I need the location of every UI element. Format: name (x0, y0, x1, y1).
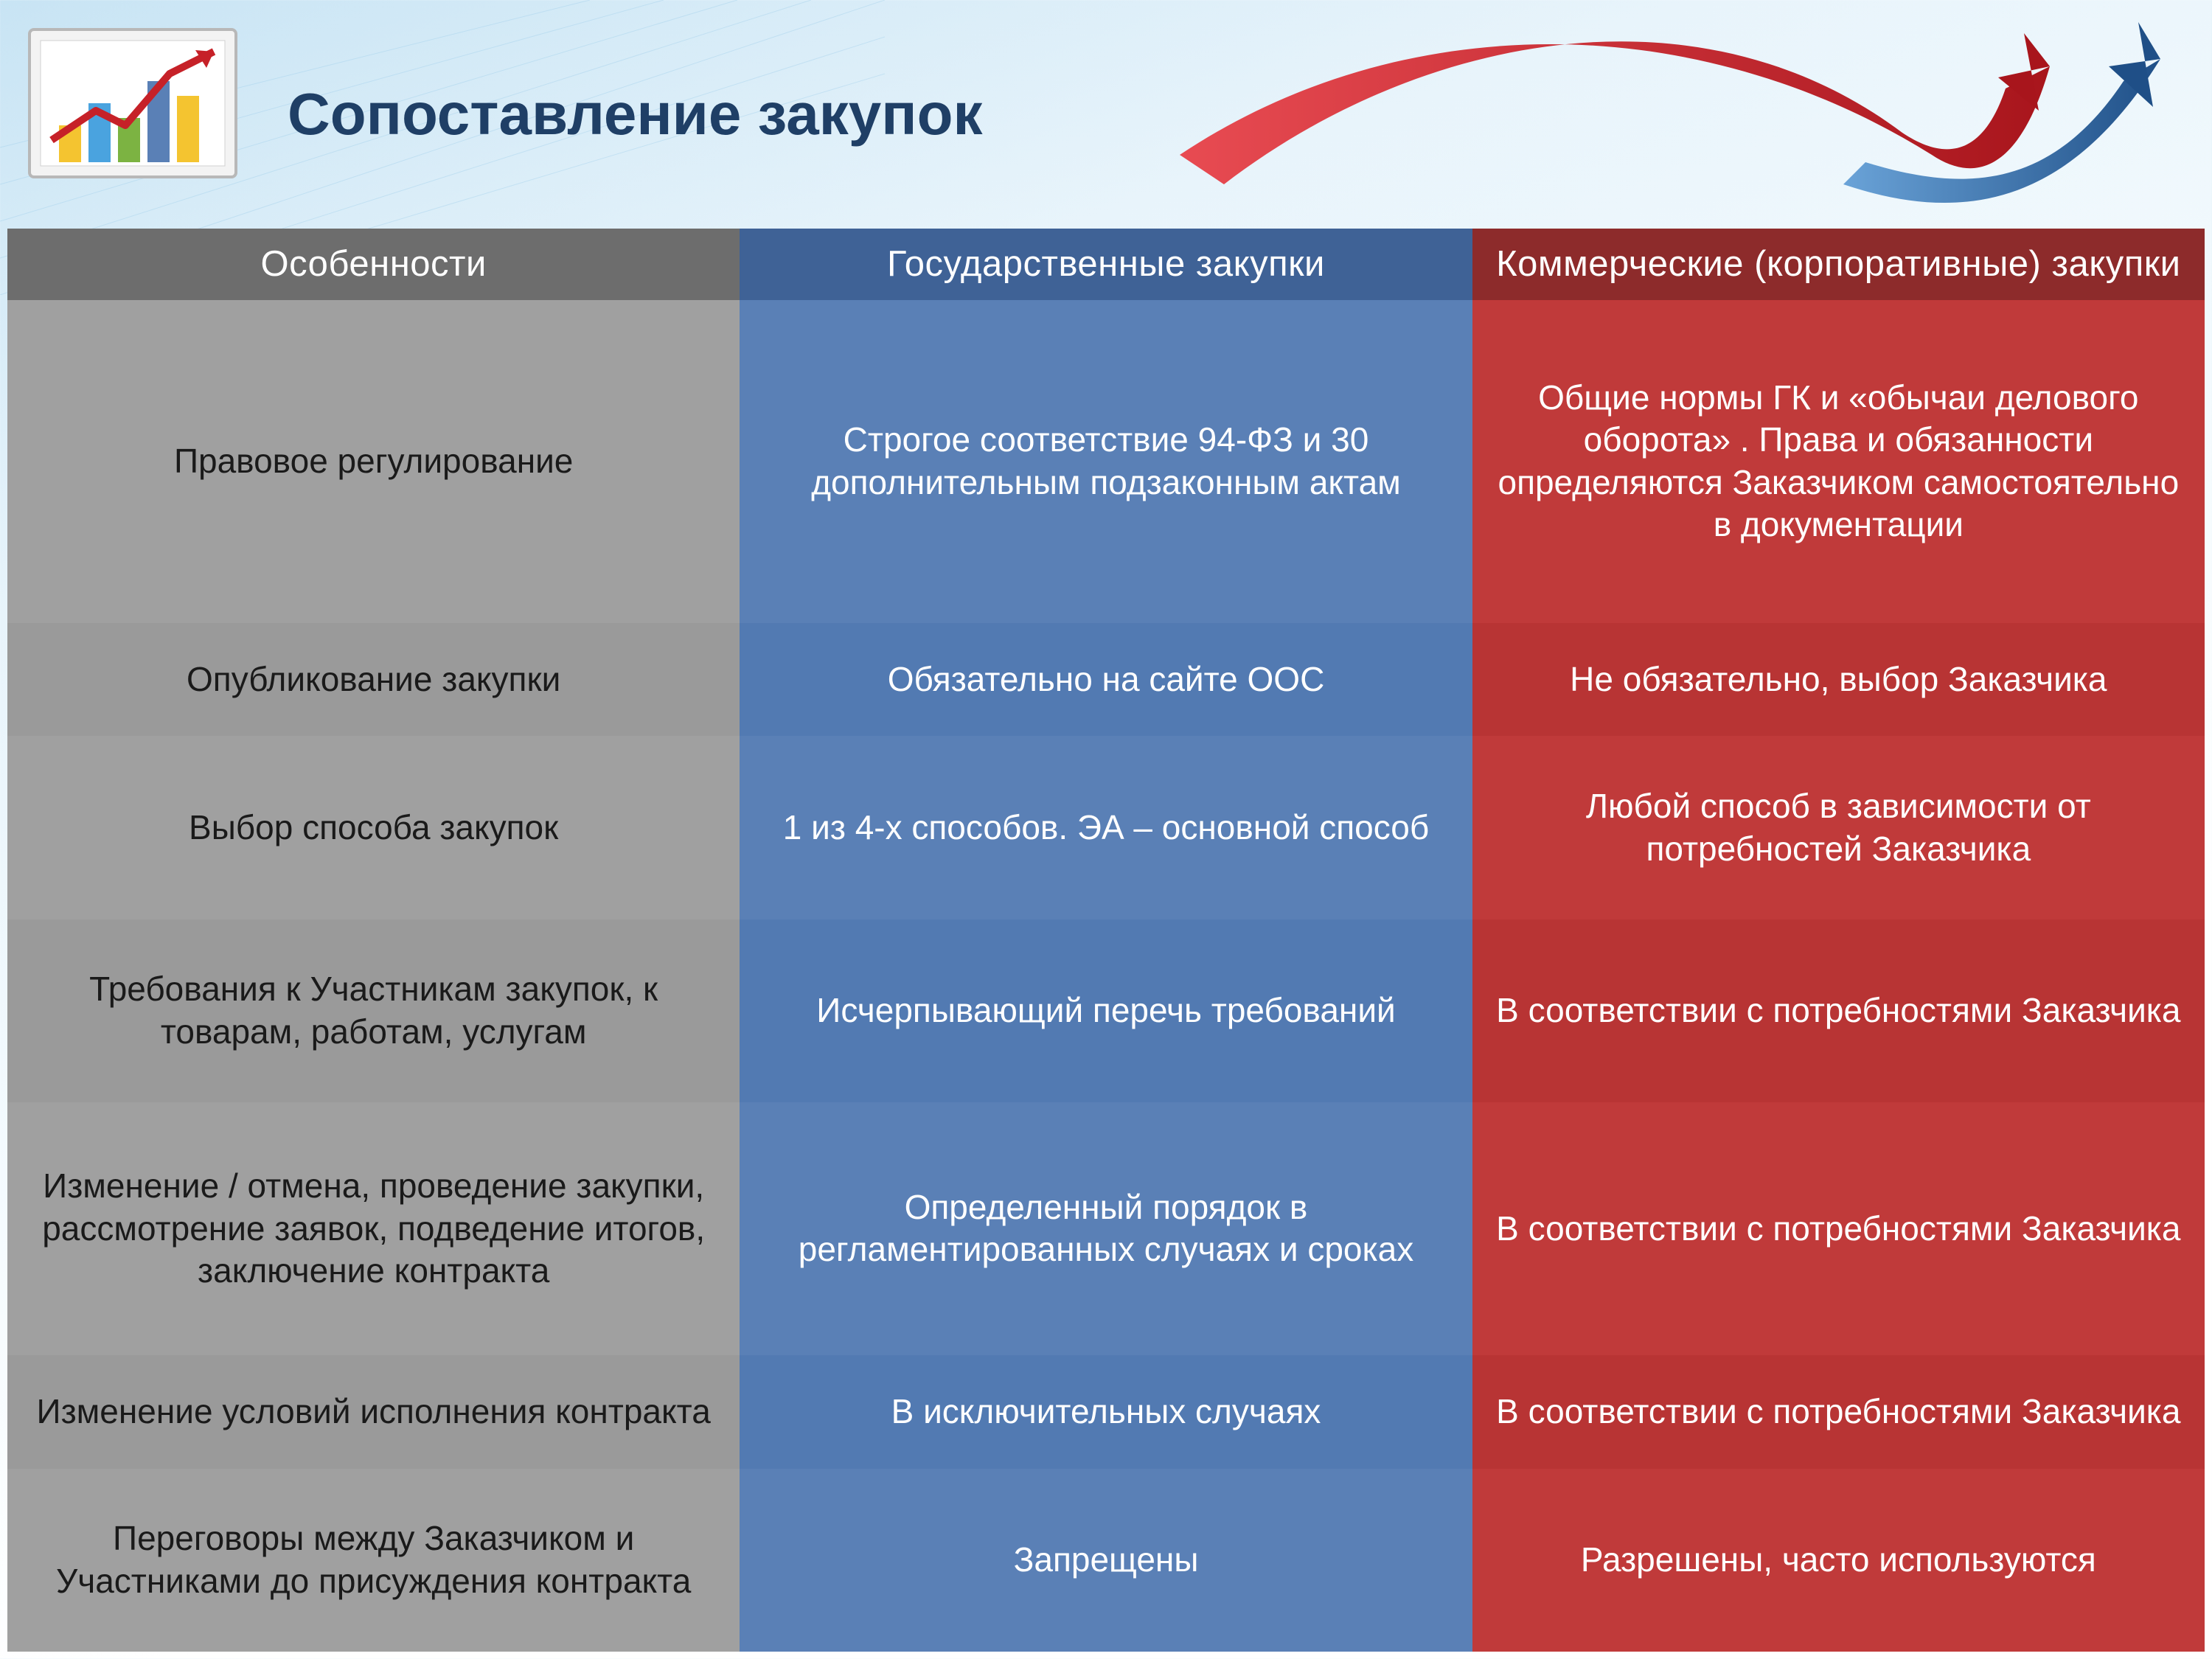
feature-cell: Изменение условий исполнения контракта (7, 1355, 740, 1469)
slide-header: Сопоставление закупок (0, 0, 2212, 229)
comm-cell: Любой способ в зависимости от потребност… (1472, 736, 2205, 919)
feature-cell: Переговоры между Заказчиком и Участникам… (7, 1469, 740, 1652)
table-row: Переговоры между Заказчиком и Участникам… (7, 1469, 2205, 1652)
table-body: Правовое регулирование Строгое соответст… (7, 300, 2205, 1652)
gov-cell: Запрещены (740, 1469, 1472, 1652)
slide-title: Сопоставление закупок (288, 80, 983, 148)
table-row: Опубликование закупки Обязательно на сай… (7, 623, 2205, 737)
comm-cell: Не обязательно, выбор Заказчика (1472, 623, 2205, 737)
column-header-features: Особенности (7, 229, 740, 300)
gov-cell: Строгое соответствие 94-ФЗ и 30 дополнит… (740, 300, 1472, 622)
gov-cell: В исключительных случаях (740, 1355, 1472, 1469)
feature-cell: Требования к Участникам закупок, к товар… (7, 919, 740, 1102)
comm-cell: Разрешены, часто используются (1472, 1469, 2205, 1652)
bar-chart-icon (22, 22, 243, 184)
table-row: Правовое регулирование Строгое соответст… (7, 300, 2205, 622)
feature-cell: Выбор способа закупок (7, 736, 740, 919)
column-header-government: Государственные закупки (740, 229, 1472, 300)
feature-cell: Изменение / отмена, проведение закупки, … (7, 1102, 740, 1355)
comm-cell: В соответствии с потребностями Заказчика (1472, 1355, 2205, 1469)
feature-cell: Опубликование закупки (7, 623, 740, 737)
feature-cell: Правовое регулирование (7, 300, 740, 622)
column-header-commercial: Коммерческие (корпоративные) закупки (1472, 229, 2205, 300)
gov-cell: Обязательно на сайте ООС (740, 623, 1472, 737)
table-row: Изменение условий исполнения контракта В… (7, 1355, 2205, 1469)
gov-cell: Определенный порядок в регламентированны… (740, 1102, 1472, 1355)
table-row: Требования к Участникам закупок, к товар… (7, 919, 2205, 1102)
comparison-table-container: Особенности Государственные закупки Комм… (7, 229, 2205, 1652)
gov-cell: Исчерпывающий перечь требований (740, 919, 1472, 1102)
comparison-table: Особенности Государственные закупки Комм… (7, 229, 2205, 1652)
table-header-row: Особенности Государственные закупки Комм… (7, 229, 2205, 300)
table-row: Изменение / отмена, проведение закупки, … (7, 1102, 2205, 1355)
gov-cell: 1 из 4-х способов. ЭА – основной способ (740, 736, 1472, 919)
comm-cell: В соответствии с потребностями Заказчика (1472, 1102, 2205, 1355)
comm-cell: В соответствии с потребностями Заказчика (1472, 919, 2205, 1102)
comm-cell: Общие нормы ГК и «обычаи делового оборот… (1472, 300, 2205, 622)
table-row: Выбор способа закупок 1 из 4-х способов.… (7, 736, 2205, 919)
